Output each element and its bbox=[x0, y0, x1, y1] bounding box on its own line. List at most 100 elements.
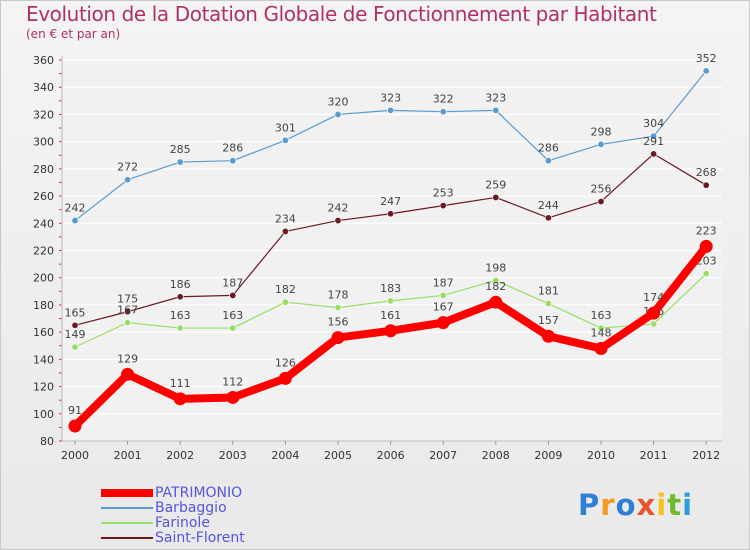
logo-letter: t bbox=[667, 488, 683, 522]
x-tick-label: 2010 bbox=[587, 449, 615, 462]
data-point-barbaggio bbox=[544, 157, 552, 165]
x-tick-label: 2000 bbox=[61, 449, 89, 462]
y-tick-label: 240 bbox=[33, 217, 54, 230]
data-point-farinole bbox=[387, 297, 395, 305]
data-point-patrimonio bbox=[594, 341, 608, 355]
data-label-saint-florent: 175 bbox=[117, 293, 138, 306]
data-point-farinole bbox=[71, 343, 79, 351]
logo-letter: P bbox=[578, 488, 601, 522]
data-point-farinole bbox=[544, 300, 552, 308]
data-point-barbaggio bbox=[281, 136, 289, 144]
data-label-farinole: 149 bbox=[65, 328, 86, 341]
data-point-barbaggio bbox=[124, 176, 132, 184]
data-point-farinole bbox=[492, 276, 500, 284]
data-label-barbaggio: 298 bbox=[591, 125, 612, 138]
data-label-barbaggio: 322 bbox=[433, 93, 454, 106]
data-point-farinole bbox=[124, 319, 132, 327]
data-label-barbaggio: 301 bbox=[275, 121, 296, 134]
data-point-saint-florent bbox=[439, 202, 447, 210]
y-tick-label: 200 bbox=[33, 272, 54, 285]
data-point-barbaggio bbox=[71, 217, 79, 225]
data-label-farinole: 178 bbox=[328, 289, 349, 302]
logo-letter: i bbox=[656, 488, 668, 522]
data-point-patrimonio bbox=[278, 371, 292, 385]
x-tick-label: 2008 bbox=[482, 449, 510, 462]
data-point-barbaggio bbox=[702, 67, 710, 75]
legend-swatch bbox=[101, 522, 153, 524]
data-label-patrimonio: 129 bbox=[117, 352, 138, 365]
y-tick-label: 320 bbox=[33, 108, 54, 121]
data-label-farinole: 181 bbox=[538, 285, 559, 298]
data-point-saint-florent bbox=[702, 181, 710, 189]
data-point-patrimonio bbox=[384, 324, 398, 338]
data-label-farinole: 182 bbox=[275, 283, 296, 296]
data-label-saint-florent: 268 bbox=[696, 166, 717, 179]
data-label-saint-florent: 259 bbox=[485, 178, 506, 191]
data-label-barbaggio: 286 bbox=[538, 142, 559, 155]
data-point-patrimonio bbox=[226, 390, 240, 404]
data-label-patrimonio: 156 bbox=[328, 316, 349, 329]
y-tick-label: 140 bbox=[33, 353, 54, 366]
legend-item-barbaggio: Barbaggio bbox=[101, 500, 361, 516]
data-label-patrimonio: 174 bbox=[643, 291, 664, 304]
data-point-patrimonio bbox=[436, 316, 450, 330]
data-point-patrimonio bbox=[331, 331, 345, 345]
data-point-saint-florent bbox=[71, 321, 79, 329]
data-label-barbaggio: 285 bbox=[170, 143, 191, 156]
chart-subtitle: (en € et par an) bbox=[26, 27, 121, 41]
logo-letter: i bbox=[682, 488, 694, 522]
data-point-saint-florent bbox=[176, 293, 184, 301]
logo-letter: x bbox=[636, 488, 657, 522]
data-point-farinole bbox=[439, 291, 447, 299]
data-point-saint-florent bbox=[597, 198, 605, 206]
data-label-patrimonio: 91 bbox=[68, 404, 82, 417]
data-label-saint-florent: 242 bbox=[328, 202, 349, 215]
y-tick-label: 300 bbox=[33, 136, 54, 149]
logo-letter: r bbox=[600, 488, 616, 522]
legend-label: PATRIMONIO bbox=[155, 485, 243, 501]
y-tick-label: 340 bbox=[33, 81, 54, 94]
data-label-barbaggio: 323 bbox=[380, 91, 401, 104]
data-point-patrimonio bbox=[647, 306, 661, 320]
y-tick-label: 280 bbox=[33, 163, 54, 176]
data-label-farinole: 163 bbox=[591, 309, 612, 322]
chart-title: Evolution de la Dotation Globale de Fonc… bbox=[26, 2, 657, 26]
data-label-saint-florent: 256 bbox=[591, 183, 612, 196]
data-label-saint-florent: 165 bbox=[65, 306, 86, 319]
legend-label: Farinole bbox=[155, 515, 210, 531]
data-point-farinole bbox=[702, 270, 710, 278]
data-point-saint-florent bbox=[544, 214, 552, 222]
data-label-patrimonio: 148 bbox=[591, 326, 612, 339]
x-tick-label: 2002 bbox=[166, 449, 194, 462]
y-tick-label: 160 bbox=[33, 326, 54, 339]
data-label-patrimonio: 111 bbox=[170, 377, 191, 390]
data-point-barbaggio bbox=[334, 110, 342, 118]
legend-swatch bbox=[101, 507, 153, 509]
data-label-patrimonio: 157 bbox=[538, 314, 559, 327]
data-point-farinole bbox=[334, 304, 342, 312]
data-label-saint-florent: 234 bbox=[275, 212, 296, 225]
x-tick-label: 2011 bbox=[640, 449, 668, 462]
plot-area bbox=[62, 58, 722, 441]
data-point-barbaggio bbox=[597, 140, 605, 148]
data-point-patrimonio bbox=[699, 239, 713, 253]
data-point-farinole bbox=[229, 324, 237, 332]
x-tick-label: 2009 bbox=[534, 449, 562, 462]
legend-label: Barbaggio bbox=[155, 500, 227, 516]
legend-item-farinole: Farinole bbox=[101, 515, 361, 531]
data-label-saint-florent: 244 bbox=[538, 199, 559, 212]
legend-item-patrimonio: PATRIMONIO bbox=[101, 485, 361, 501]
legend-swatch bbox=[101, 537, 153, 539]
y-tick-label: 260 bbox=[33, 190, 54, 203]
data-point-saint-florent bbox=[650, 150, 658, 158]
data-label-barbaggio: 286 bbox=[222, 142, 243, 155]
data-label-saint-florent: 291 bbox=[643, 135, 664, 148]
data-point-saint-florent bbox=[492, 193, 500, 201]
data-label-barbaggio: 272 bbox=[117, 161, 138, 174]
data-point-patrimonio bbox=[121, 367, 135, 381]
data-point-barbaggio bbox=[492, 106, 500, 114]
data-point-barbaggio bbox=[439, 108, 447, 116]
data-point-saint-florent bbox=[387, 210, 395, 218]
legend: PATRIMONIO Barbaggio Farinole Saint-Flor… bbox=[101, 485, 361, 546]
